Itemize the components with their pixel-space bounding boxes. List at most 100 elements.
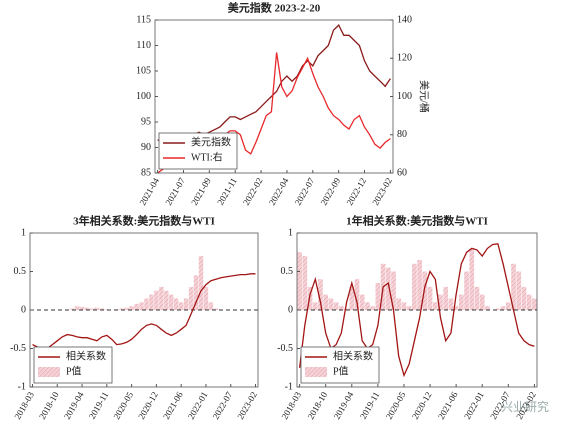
bar bbox=[391, 271, 396, 310]
y-tick-label: 0.5 bbox=[281, 266, 294, 277]
bar bbox=[432, 302, 438, 310]
bar bbox=[94, 307, 100, 310]
x-tick-label: 2021-04 bbox=[137, 176, 161, 207]
x-tick-label: 2020-05 bbox=[384, 390, 408, 421]
bar bbox=[359, 294, 365, 310]
y-tick-label: -0.5 bbox=[10, 343, 26, 354]
bar bbox=[354, 279, 360, 310]
x-tick-label: 2018-10 bbox=[37, 390, 61, 421]
y2-tick-label: 120 bbox=[397, 53, 412, 64]
bar bbox=[323, 294, 329, 310]
bar bbox=[333, 302, 339, 310]
x-tick-label: 2021-09 bbox=[189, 176, 213, 207]
x-tick-label: 2023-02 bbox=[235, 390, 259, 421]
bar bbox=[344, 308, 349, 310]
x-tick-label: 2019-11 bbox=[87, 390, 110, 421]
x-tick-label: 2019-04 bbox=[332, 390, 356, 421]
x-tick-label: 2022-01 bbox=[462, 390, 486, 421]
x-tick-label: 2018-10 bbox=[306, 390, 330, 421]
bar bbox=[328, 298, 334, 310]
bar bbox=[178, 302, 184, 310]
y-tick-label: 0 bbox=[288, 304, 293, 315]
y2-tick-label: 60 bbox=[397, 167, 407, 178]
bar bbox=[164, 290, 169, 310]
bar bbox=[505, 302, 511, 310]
x-tick-label: 2023-02 bbox=[370, 176, 394, 207]
x-tick-label: 2018-03 bbox=[279, 390, 303, 421]
bar bbox=[99, 308, 105, 310]
x-tick-label: 2022-02 bbox=[241, 176, 265, 207]
bar bbox=[448, 298, 454, 310]
legend-label: P值 bbox=[66, 364, 82, 377]
bar bbox=[302, 256, 308, 310]
chart-title: 美元指数 2023-2-20 bbox=[228, 1, 321, 15]
bar bbox=[464, 271, 469, 310]
line bbox=[32, 273, 256, 350]
bar bbox=[365, 302, 370, 310]
y2-tick-label: 80 bbox=[397, 129, 407, 140]
bar bbox=[173, 298, 179, 310]
bar bbox=[443, 286, 449, 310]
x-tick-label: 2020-05 bbox=[111, 390, 135, 421]
bar bbox=[511, 263, 516, 310]
y-tick-label: 90 bbox=[141, 142, 151, 153]
x-tick-label: 2022-07 bbox=[293, 176, 317, 207]
bar bbox=[396, 298, 402, 310]
bar bbox=[203, 286, 209, 310]
y-tick-label: 105 bbox=[136, 65, 151, 76]
y-tick-label: 95 bbox=[141, 116, 151, 127]
bar bbox=[453, 306, 459, 310]
bar bbox=[198, 256, 204, 310]
y2-axis-label: 美元/桶 bbox=[418, 80, 431, 113]
y-tick-label: 0 bbox=[21, 304, 26, 315]
x-tick-label: 2019-04 bbox=[62, 390, 86, 421]
bar bbox=[521, 286, 527, 310]
legend-swatch bbox=[38, 367, 60, 377]
bar bbox=[500, 306, 506, 310]
bar bbox=[438, 294, 443, 310]
bar bbox=[349, 286, 355, 310]
bar bbox=[370, 306, 375, 310]
bar bbox=[422, 271, 428, 310]
bar bbox=[375, 283, 381, 310]
bar bbox=[339, 306, 344, 310]
chart-title: 3年相关系数:美元指数与WTI bbox=[73, 214, 215, 228]
legend-box bbox=[158, 132, 238, 170]
y2-tick-label: 140 bbox=[397, 14, 412, 25]
y-tick-label: 0.5 bbox=[14, 266, 27, 277]
bar bbox=[129, 306, 134, 310]
y-tick-label: 110 bbox=[136, 40, 151, 51]
x-tick-label: 2022-04 bbox=[267, 176, 291, 207]
x-tick-label: 2021-11 bbox=[215, 176, 238, 207]
bar bbox=[532, 298, 537, 310]
bar bbox=[412, 263, 417, 310]
bar bbox=[459, 294, 464, 310]
bar bbox=[318, 279, 323, 310]
bar bbox=[401, 302, 407, 310]
bar bbox=[526, 294, 532, 310]
bar bbox=[124, 307, 129, 310]
y-tick-label: 1 bbox=[21, 227, 26, 238]
y-tick-label: 115 bbox=[136, 14, 151, 25]
bar bbox=[154, 290, 159, 310]
x-tick-label: 2021-06 bbox=[436, 390, 460, 421]
x-tick-label: 2021-07 bbox=[163, 176, 187, 207]
bar bbox=[139, 302, 144, 310]
bar bbox=[469, 248, 475, 310]
bar bbox=[193, 275, 199, 310]
bar bbox=[134, 303, 139, 310]
y2-tick-label: 100 bbox=[397, 91, 412, 102]
bar bbox=[417, 259, 422, 310]
chart-title: 1年相关系数:美元指数与WTI bbox=[346, 214, 488, 228]
y-tick-label: -1 bbox=[18, 381, 26, 392]
bar bbox=[406, 306, 412, 310]
x-tick-label: 2020-12 bbox=[136, 390, 160, 421]
bar bbox=[79, 306, 85, 310]
bar bbox=[474, 286, 480, 310]
y-tick-label: -0.5 bbox=[277, 343, 293, 354]
y-tick-label: 1 bbox=[288, 227, 293, 238]
bar bbox=[144, 298, 149, 310]
x-tick-label: 2020-12 bbox=[410, 390, 434, 421]
x-tick-label: 2022-01 bbox=[186, 390, 210, 421]
